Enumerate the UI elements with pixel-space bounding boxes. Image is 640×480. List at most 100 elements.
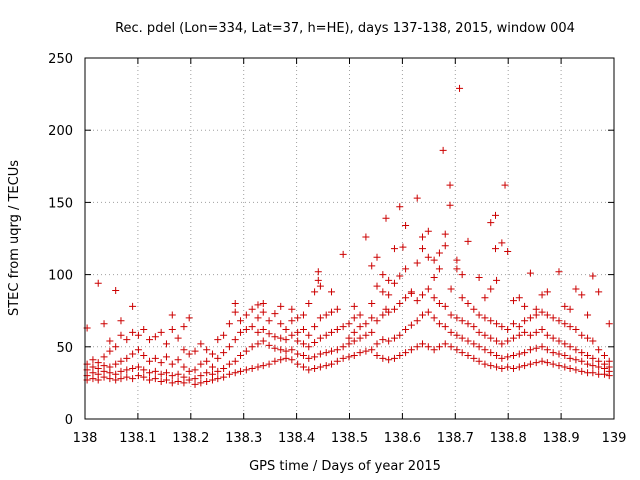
data-point <box>112 286 120 294</box>
data-point <box>350 337 358 345</box>
data-point <box>385 291 393 299</box>
data-point <box>430 314 438 322</box>
data-point <box>373 351 381 359</box>
data-point <box>470 323 478 331</box>
data-point <box>259 337 267 345</box>
data-point <box>487 349 495 357</box>
data-point <box>362 331 370 339</box>
data-point <box>413 259 421 267</box>
data-point <box>453 331 461 339</box>
x-tick-label: 138.4 <box>278 431 315 446</box>
data-point <box>259 299 267 307</box>
data-point <box>475 273 483 281</box>
data-point <box>129 375 137 383</box>
data-point <box>112 343 120 351</box>
y-tick-label: 150 <box>48 196 73 211</box>
data-point <box>453 256 461 264</box>
data-point <box>578 367 586 375</box>
y-tick-label: 250 <box>48 52 73 67</box>
data-point <box>220 373 228 381</box>
data-point <box>481 294 489 302</box>
data-point <box>123 373 131 381</box>
data-point <box>368 314 376 322</box>
data-point <box>526 314 534 322</box>
data-point <box>305 343 313 351</box>
data-point <box>328 360 336 368</box>
data-point <box>271 357 279 365</box>
data-point <box>464 237 472 245</box>
data-point <box>180 363 188 371</box>
data-point <box>350 351 358 359</box>
data-point <box>492 245 500 253</box>
data-point <box>350 314 358 322</box>
data-point <box>475 343 483 351</box>
data-point <box>333 305 341 313</box>
data-point <box>362 233 370 241</box>
data-point <box>339 250 347 258</box>
data-point <box>464 337 472 345</box>
data-point <box>311 364 319 372</box>
data-point <box>578 357 586 365</box>
data-point <box>333 357 341 365</box>
data-point <box>168 379 176 387</box>
data-point <box>328 347 336 355</box>
data-point <box>498 239 506 247</box>
data-point <box>515 294 523 302</box>
data-point <box>402 222 410 230</box>
data-point <box>168 311 176 319</box>
data-point <box>447 328 455 336</box>
data-point <box>294 314 302 322</box>
data-point <box>305 331 313 339</box>
data-point <box>413 317 421 325</box>
data-point <box>538 291 546 299</box>
data-point <box>305 366 313 374</box>
data-point <box>566 305 574 313</box>
data-point <box>294 350 302 358</box>
data-point <box>259 325 267 333</box>
data-point <box>146 369 154 377</box>
data-point <box>566 354 574 362</box>
data-point <box>162 369 170 377</box>
data-point <box>572 346 580 354</box>
data-point <box>458 271 466 279</box>
data-point <box>339 354 347 362</box>
data-point <box>151 367 159 375</box>
data-point <box>419 340 427 348</box>
data-point <box>475 357 483 365</box>
data-point <box>385 276 393 284</box>
data-point <box>515 350 523 358</box>
data-point <box>271 333 279 341</box>
data-point <box>322 362 330 370</box>
data-point <box>288 346 296 354</box>
data-point <box>538 308 546 316</box>
data-point <box>396 272 404 280</box>
data-point <box>515 363 523 371</box>
x-tick-label: 138 <box>73 431 98 446</box>
data-point <box>464 299 472 307</box>
data-point <box>117 317 125 325</box>
data-point <box>282 336 290 344</box>
data-point <box>248 323 256 331</box>
data-point <box>515 331 523 339</box>
data-point <box>493 276 501 284</box>
data-point <box>543 288 551 296</box>
data-point <box>504 353 512 361</box>
x-tick-label: 138.6 <box>384 431 421 446</box>
data-point <box>225 360 233 368</box>
data-point <box>231 299 239 307</box>
data-point <box>439 146 447 154</box>
data-point <box>140 325 148 333</box>
data-point <box>140 351 148 359</box>
data-point <box>424 343 432 351</box>
data-point <box>385 337 393 345</box>
data-point <box>162 340 170 348</box>
data-point <box>311 288 319 296</box>
data-point <box>566 364 574 372</box>
data-point <box>549 334 557 342</box>
x-tick-label: 138.9 <box>542 431 579 446</box>
data-point <box>373 282 381 290</box>
data-point <box>435 343 443 351</box>
data-point <box>470 305 478 313</box>
data-point <box>385 356 393 364</box>
